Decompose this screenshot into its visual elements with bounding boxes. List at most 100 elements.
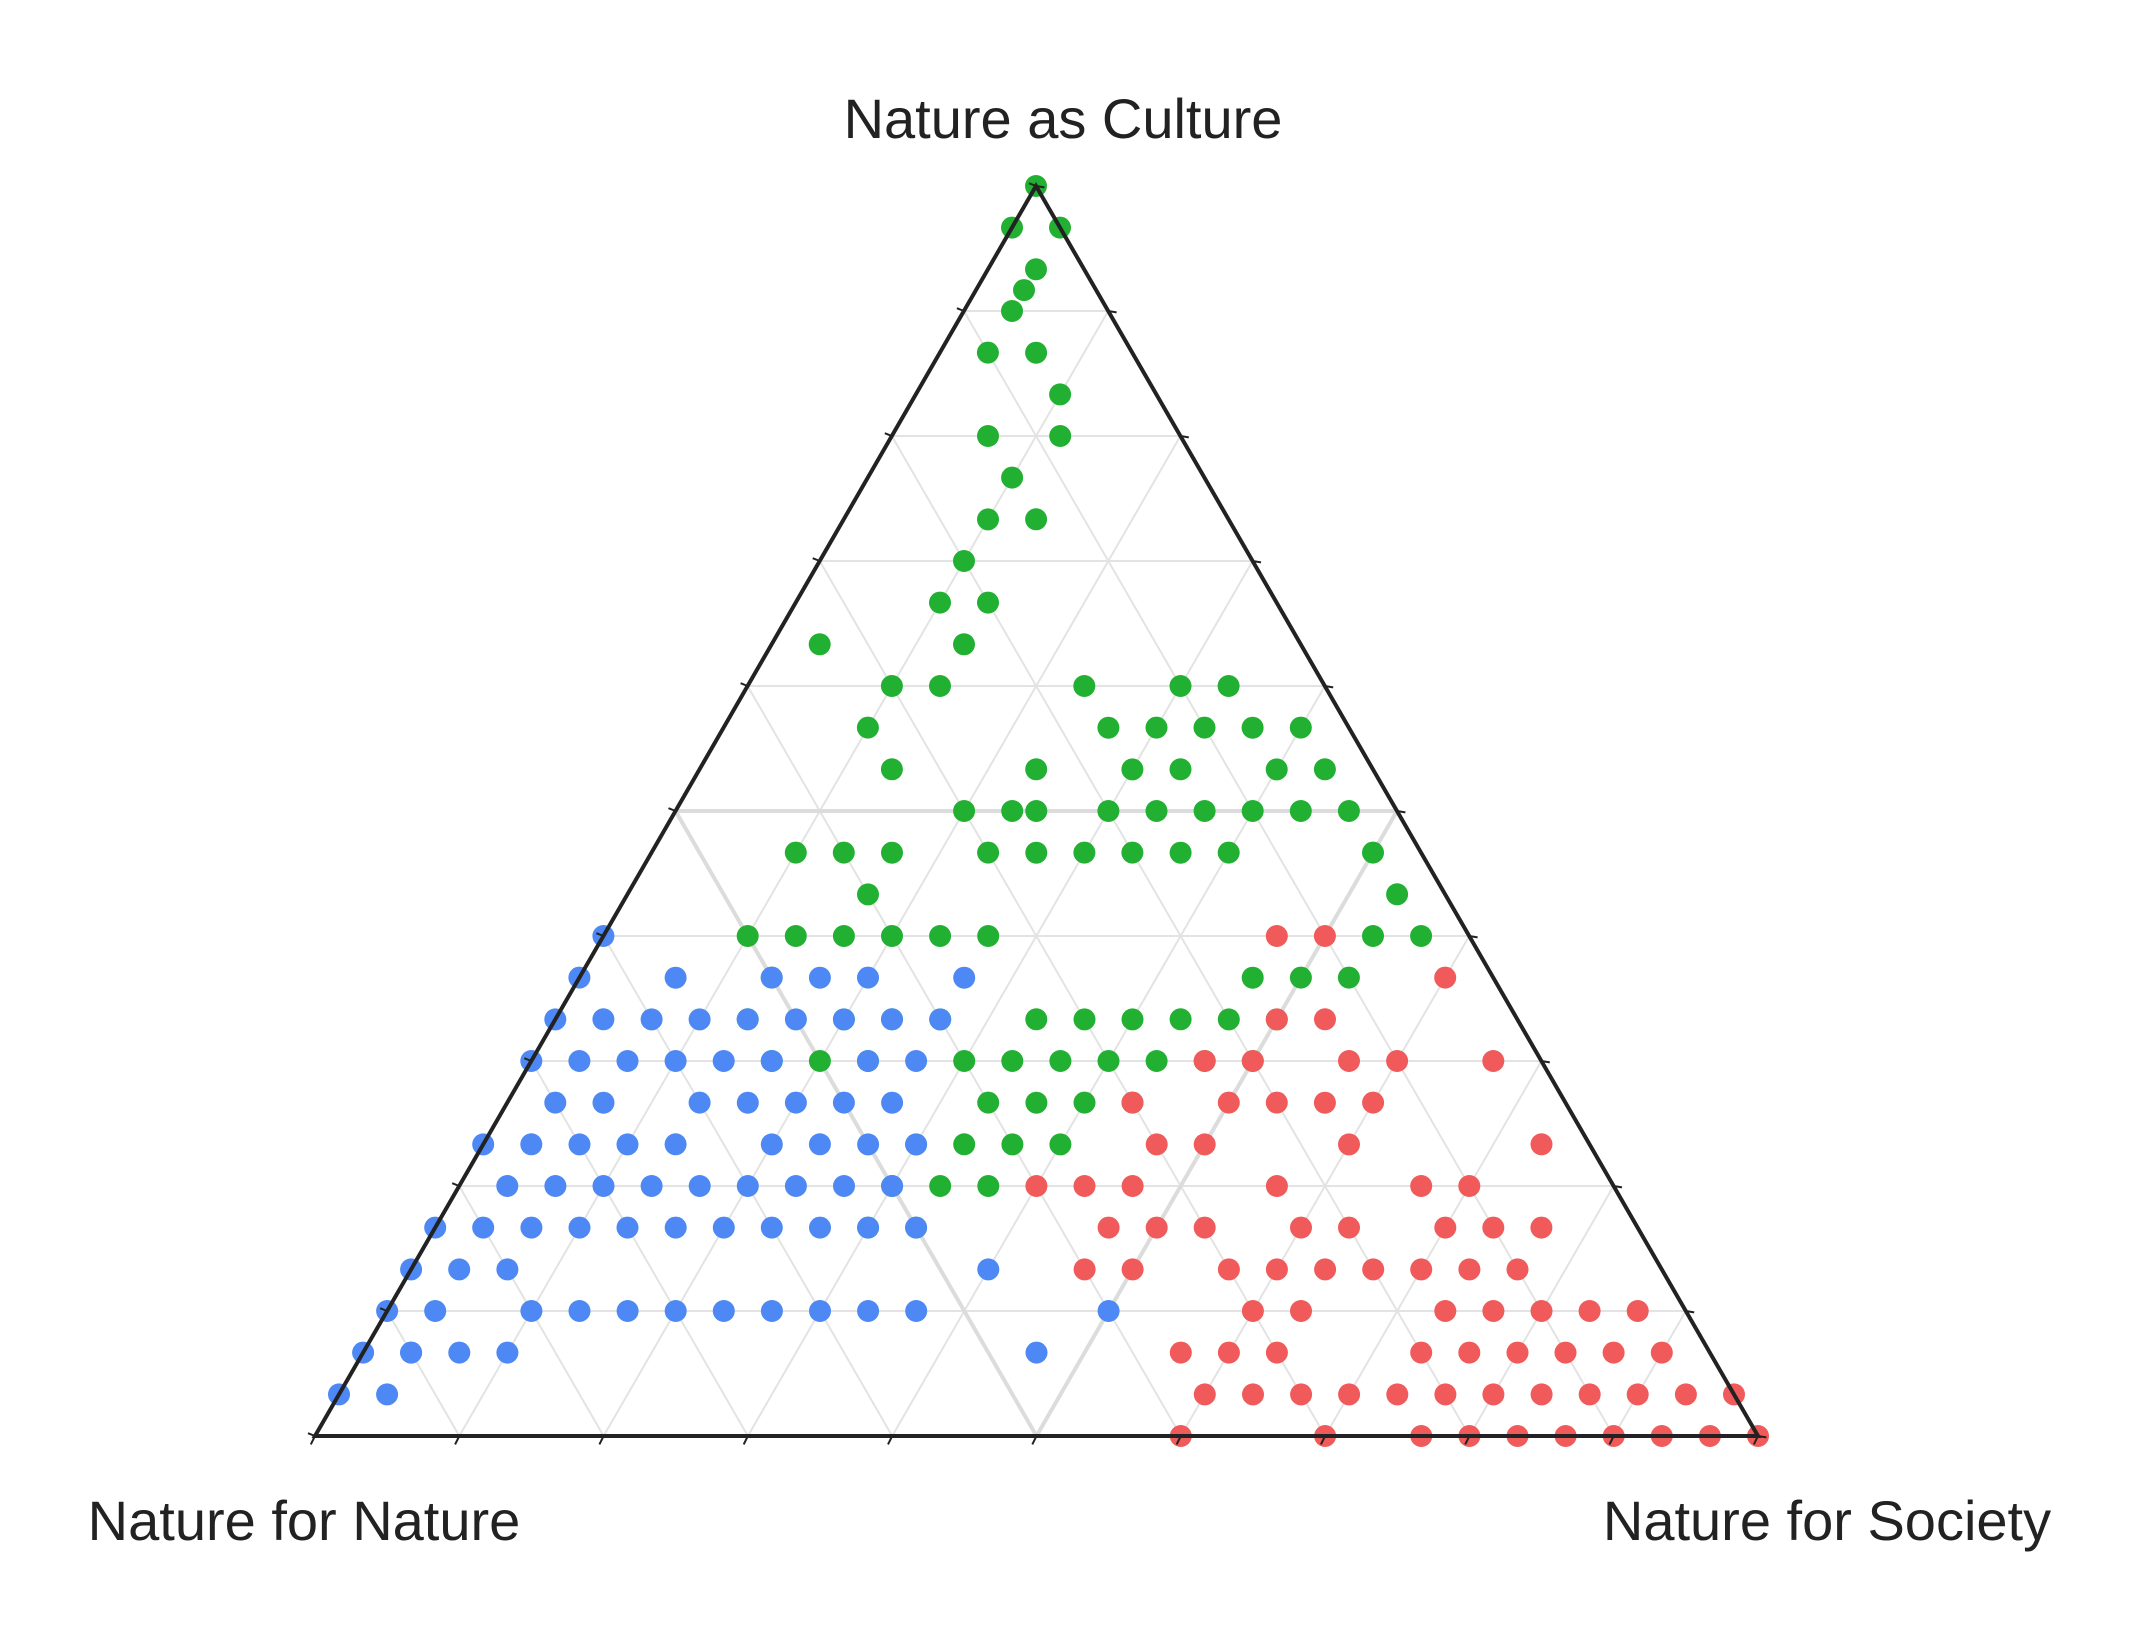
data-point-series-1-49 [905,1133,928,1156]
data-point-series-1-62 [857,1050,879,1072]
data-point-series-1-17 [496,1258,519,1281]
data-point-series-2-75 [1265,925,1288,947]
data-point-series-1-37 [881,1175,904,1197]
data-point-series-2-63 [1145,1133,1168,1156]
data-point-series-0-8 [1049,383,1072,406]
data-point-series-0-94 [881,925,903,947]
data-point-series-1-50 [544,1091,567,1114]
grid-line-society [1612,1310,1687,1437]
data-point-series-2-71 [1241,1050,1264,1072]
data-point-series-1-61 [760,1050,783,1072]
data-point-series-0-22 [953,800,976,822]
data-point-series-1-46 [760,1133,783,1156]
data-point-series-0-54 [1337,966,1360,989]
tick-left [451,1182,460,1187]
data-point-series-1-56 [881,1091,904,1114]
data-point-series-2-54 [1097,1216,1120,1239]
grid-line-society [747,560,1254,1437]
data-point-series-1-82 [1025,1341,1048,1364]
data-point-series-0-66 [1073,1008,1096,1031]
grid-line-nature [963,310,1615,1437]
data-point-series-1-36 [833,1175,855,1197]
data-point-series-0-11 [1001,466,1024,489]
tick-right [1324,685,1334,689]
tick-right [1180,435,1189,439]
data-point-series-2-53 [1145,1216,1168,1239]
data-point-series-0-52 [1410,925,1433,947]
data-point-series-2-21 [1193,1383,1216,1406]
data-point-series-1-59 [664,1050,687,1072]
data-point-series-1-69 [832,1008,855,1031]
data-point-series-0-44 [1265,758,1288,781]
data-point-series-0-41 [1193,716,1216,739]
data-point-series-2-29 [1217,1341,1240,1364]
data-point-series-1-35 [784,1175,807,1197]
data-point-series-1-81 [977,1258,1000,1281]
data-point-series-0-100 [784,841,807,864]
data-point-series-0-26 [1121,841,1144,864]
data-point-series-1-44 [616,1133,639,1156]
data-point-series-0-60 [1169,1008,1192,1031]
grid [386,310,1687,1438]
data-point-series-0-69 [1073,1091,1096,1114]
data-point-series-2-74 [1265,1008,1288,1031]
data-point-series-0-30 [1001,800,1024,822]
data-point-series-0-34 [1121,758,1144,781]
data-point-series-2-64 [1362,1091,1385,1114]
data-point-series-0-6 [1025,341,1048,364]
data-point-series-1-52 [688,1091,711,1114]
data-point-series-1-43 [568,1133,591,1156]
data-point-series-1-15 [424,1300,447,1322]
data-point-series-1-34 [736,1175,759,1197]
data-point-series-0-51 [1386,883,1409,906]
data-point-series-2-50 [1482,1216,1505,1239]
data-point-series-2-62 [1193,1133,1216,1156]
data-point-series-0-15 [977,591,999,614]
data-point-series-2-66 [1265,1091,1288,1114]
data-point-series-1-8 [664,1300,687,1322]
data-point-series-1-26 [905,1216,928,1239]
data-point-series-2-70 [1338,1050,1360,1072]
data-point-series-0-10 [977,425,999,447]
data-point-series-2-51 [1530,1216,1553,1239]
data-point-series-0-25 [1097,800,1120,822]
tick-left [740,682,748,687]
tick-right [1108,310,1117,314]
data-point-series-1-70 [881,1008,903,1031]
data-point-series-1-22 [712,1216,735,1239]
tick-bottom [1320,1435,1326,1445]
data-point-series-2-20 [1242,1383,1264,1406]
data-point-series-0-14 [953,550,975,572]
data-point-series-0-4 [1013,279,1035,302]
tick-bottom [1031,1435,1038,1445]
data-point-series-1-23 [760,1216,783,1239]
data-point-series-1-6 [568,1300,591,1322]
data-point-series-1-54 [784,1091,807,1114]
data-point-series-1-55 [832,1091,855,1114]
tick-bottom [309,1435,316,1445]
data-point-series-2-47 [1338,1216,1360,1239]
data-point-series-0-72 [1001,1133,1024,1156]
data-point-series-2-67 [1217,1091,1240,1114]
tick-bottom [742,1435,749,1445]
data-point-series-1-18 [520,1216,543,1239]
tick-bottom [598,1435,605,1445]
data-point-series-1-66 [688,1008,711,1031]
data-point-series-1-60 [712,1050,735,1072]
axis-label-right: Nature for Society [1603,1489,2051,1552]
tick-left [956,307,965,312]
tick-right [1541,1060,1550,1064]
data-point-series-2-36 [1241,1300,1264,1322]
data-point-series-0-70 [1025,1091,1048,1114]
data-point-series-0-2 [1025,258,1047,281]
tick-bottom [1752,1435,1759,1445]
data-point-series-2-61 [1338,1133,1360,1156]
data-point-series-0-5 [1001,300,1023,322]
data-point-series-0-50 [1362,841,1384,864]
data-point-series-0-23 [977,841,1000,864]
data-point-series-0-48 [1313,758,1336,781]
data-point-series-2-37 [1626,1300,1649,1322]
data-point-series-2-17 [1386,1383,1409,1406]
data-point-series-2-73 [1314,1008,1336,1031]
